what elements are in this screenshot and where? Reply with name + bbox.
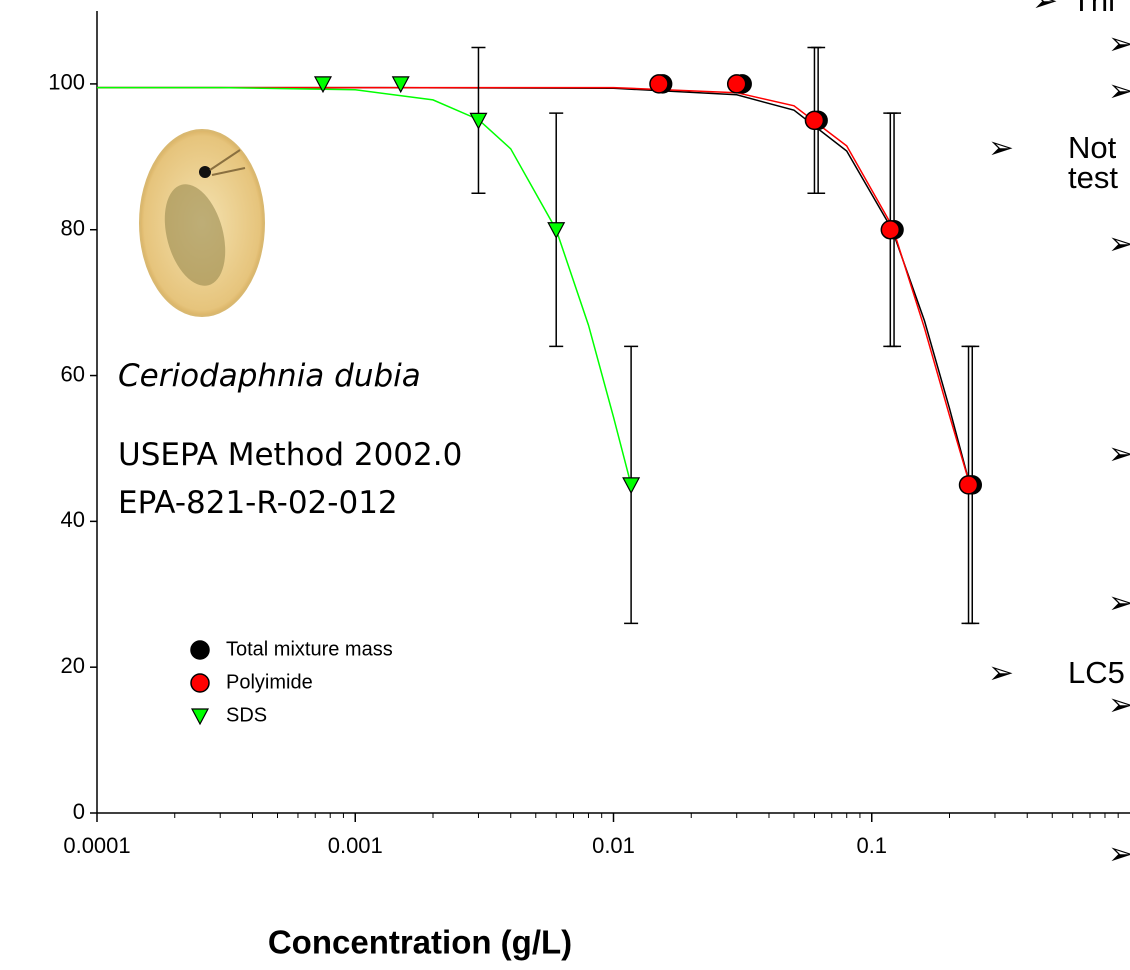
bullet: ➢ [988, 655, 1014, 690]
y-tick-label: 20 [61, 653, 85, 678]
x-tick-label: 0.0001 [63, 833, 130, 858]
y-tick-label: 80 [61, 216, 85, 241]
legend-marker [191, 708, 209, 726]
fit-curve [97, 86, 632, 486]
x-tick-label: 0.001 [328, 833, 383, 858]
data-point [880, 219, 901, 240]
y-tick-label: 0 [73, 799, 85, 824]
bullet: ➢ [1108, 836, 1130, 871]
side-line: Not [1068, 130, 1117, 165]
bullet: ➢ [1108, 585, 1130, 620]
data-point [547, 222, 566, 240]
daphnia-photo [139, 129, 265, 317]
side-text: ➢ Thi ➢ ➢ ➢ Not test ➢ ➢ ➢ ➢ LC5 ➢ ➢ [988, 0, 1130, 871]
x-axis-title: Concentration (g/L) [268, 924, 572, 961]
bullet: ➢ [1108, 436, 1130, 471]
data-point [958, 475, 979, 495]
data-point [469, 112, 488, 130]
x-tick-label: 0.1 [856, 833, 887, 858]
data-point [726, 74, 747, 94]
bullet: ➢ [1032, 0, 1058, 18]
bullet: ➢ [1108, 687, 1130, 722]
data-point [622, 477, 641, 495]
method-label: USEPA Method 2002.0 [118, 437, 462, 473]
y-tick-label: 60 [61, 361, 85, 386]
data-point [391, 76, 410, 94]
bullet: ➢ [988, 130, 1014, 165]
data-point [649, 74, 669, 94]
bullet: ➢ [1108, 26, 1130, 61]
x-tick-label: 0.01 [592, 833, 635, 858]
data-point [313, 76, 332, 94]
species-name: Ceriodaphnia dubia [118, 358, 421, 394]
side-line: Thi [1072, 0, 1115, 18]
legend-marker [190, 673, 210, 693]
bullet: ➢ [1108, 226, 1130, 261]
legend-label: Total mixture mass [226, 638, 393, 660]
bullet: ➢ [1108, 73, 1130, 108]
legend-label: Polyimide [226, 671, 313, 693]
doc-id: EPA-821-R-02-012 [118, 485, 398, 521]
legend-label: SDS [226, 704, 267, 726]
y-tick-label: 40 [61, 507, 85, 532]
side-line: test [1068, 160, 1118, 195]
side-line: LC5 [1068, 655, 1125, 690]
data-point [804, 110, 825, 131]
legend-marker [190, 640, 210, 660]
y-tick-label: 100 [48, 70, 85, 95]
